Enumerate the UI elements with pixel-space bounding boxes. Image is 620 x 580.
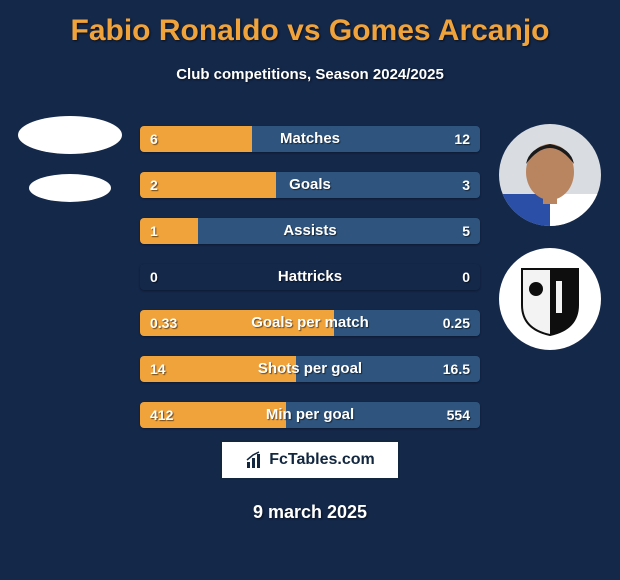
subtitle: Club competitions, Season 2024/2025 [10,66,610,83]
comparison-card: Fabio Ronaldo vs Gomes Arcanjo Club comp… [0,0,620,580]
stat-row: 612Matches [140,126,480,152]
page-title: Fabio Ronaldo vs Gomes Arcanjo [10,14,610,48]
branding-box[interactable]: FcTables.com [220,440,400,480]
right-avatars [490,124,610,372]
stat-label: Goals per match [140,310,480,336]
stat-row: 00Hattricks [140,264,480,290]
date-label: 9 march 2025 [0,502,620,523]
branding-text: FcTables.com [269,451,375,469]
stat-row: 412554Min per goal [140,402,480,428]
left-player-avatar [18,116,122,154]
stat-label: Matches [140,126,480,152]
stat-label: Hattricks [140,264,480,290]
chart-icon [245,450,265,470]
stat-label: Goals [140,172,480,198]
stats-container: 612Matches 23Goals 15Assists 00Hattricks 0.3… [140,126,480,448]
left-avatars [10,116,130,222]
stat-row: 23Goals [140,172,480,198]
stat-row: 15Assists [140,218,480,244]
stat-label: Min per goal [140,402,480,428]
right-club-badge [499,248,601,350]
stat-row: 1416.5Shots per goal [140,356,480,382]
stat-label: Assists [140,218,480,244]
stat-row: 0.330.25Goals per match [140,310,480,336]
stat-label: Shots per goal [140,356,480,382]
right-player-avatar [499,124,601,226]
left-club-badge [29,174,111,202]
